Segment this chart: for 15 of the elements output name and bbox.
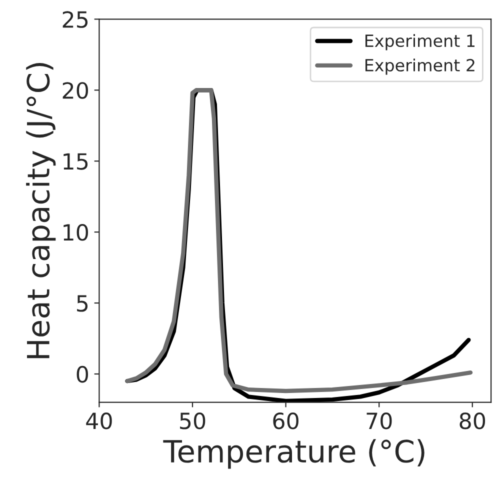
x-tick-label: 40: [86, 412, 112, 430]
y-tick-label: 5: [77, 295, 88, 312]
y-tick-label: 10: [64, 224, 88, 241]
y-tick-label: 25: [62, 11, 88, 28]
x-tick-label: 50: [180, 412, 206, 430]
x-tick-label: 60: [273, 412, 298, 430]
y-tick-label: 20: [62, 82, 88, 99]
legend-label: Experiment 2: [365, 58, 474, 75]
y-tick-label: 15: [64, 153, 88, 170]
x-axis-title: Temperature (°C): [163, 439, 424, 469]
x-tick-label: 80: [460, 412, 486, 430]
y-tick-label: 0: [76, 366, 88, 383]
legend-label: Experiment 1: [365, 34, 474, 50]
y-axis-title: Heat capacity (J/°C): [26, 63, 56, 358]
x-tick-label: 70: [366, 412, 392, 430]
